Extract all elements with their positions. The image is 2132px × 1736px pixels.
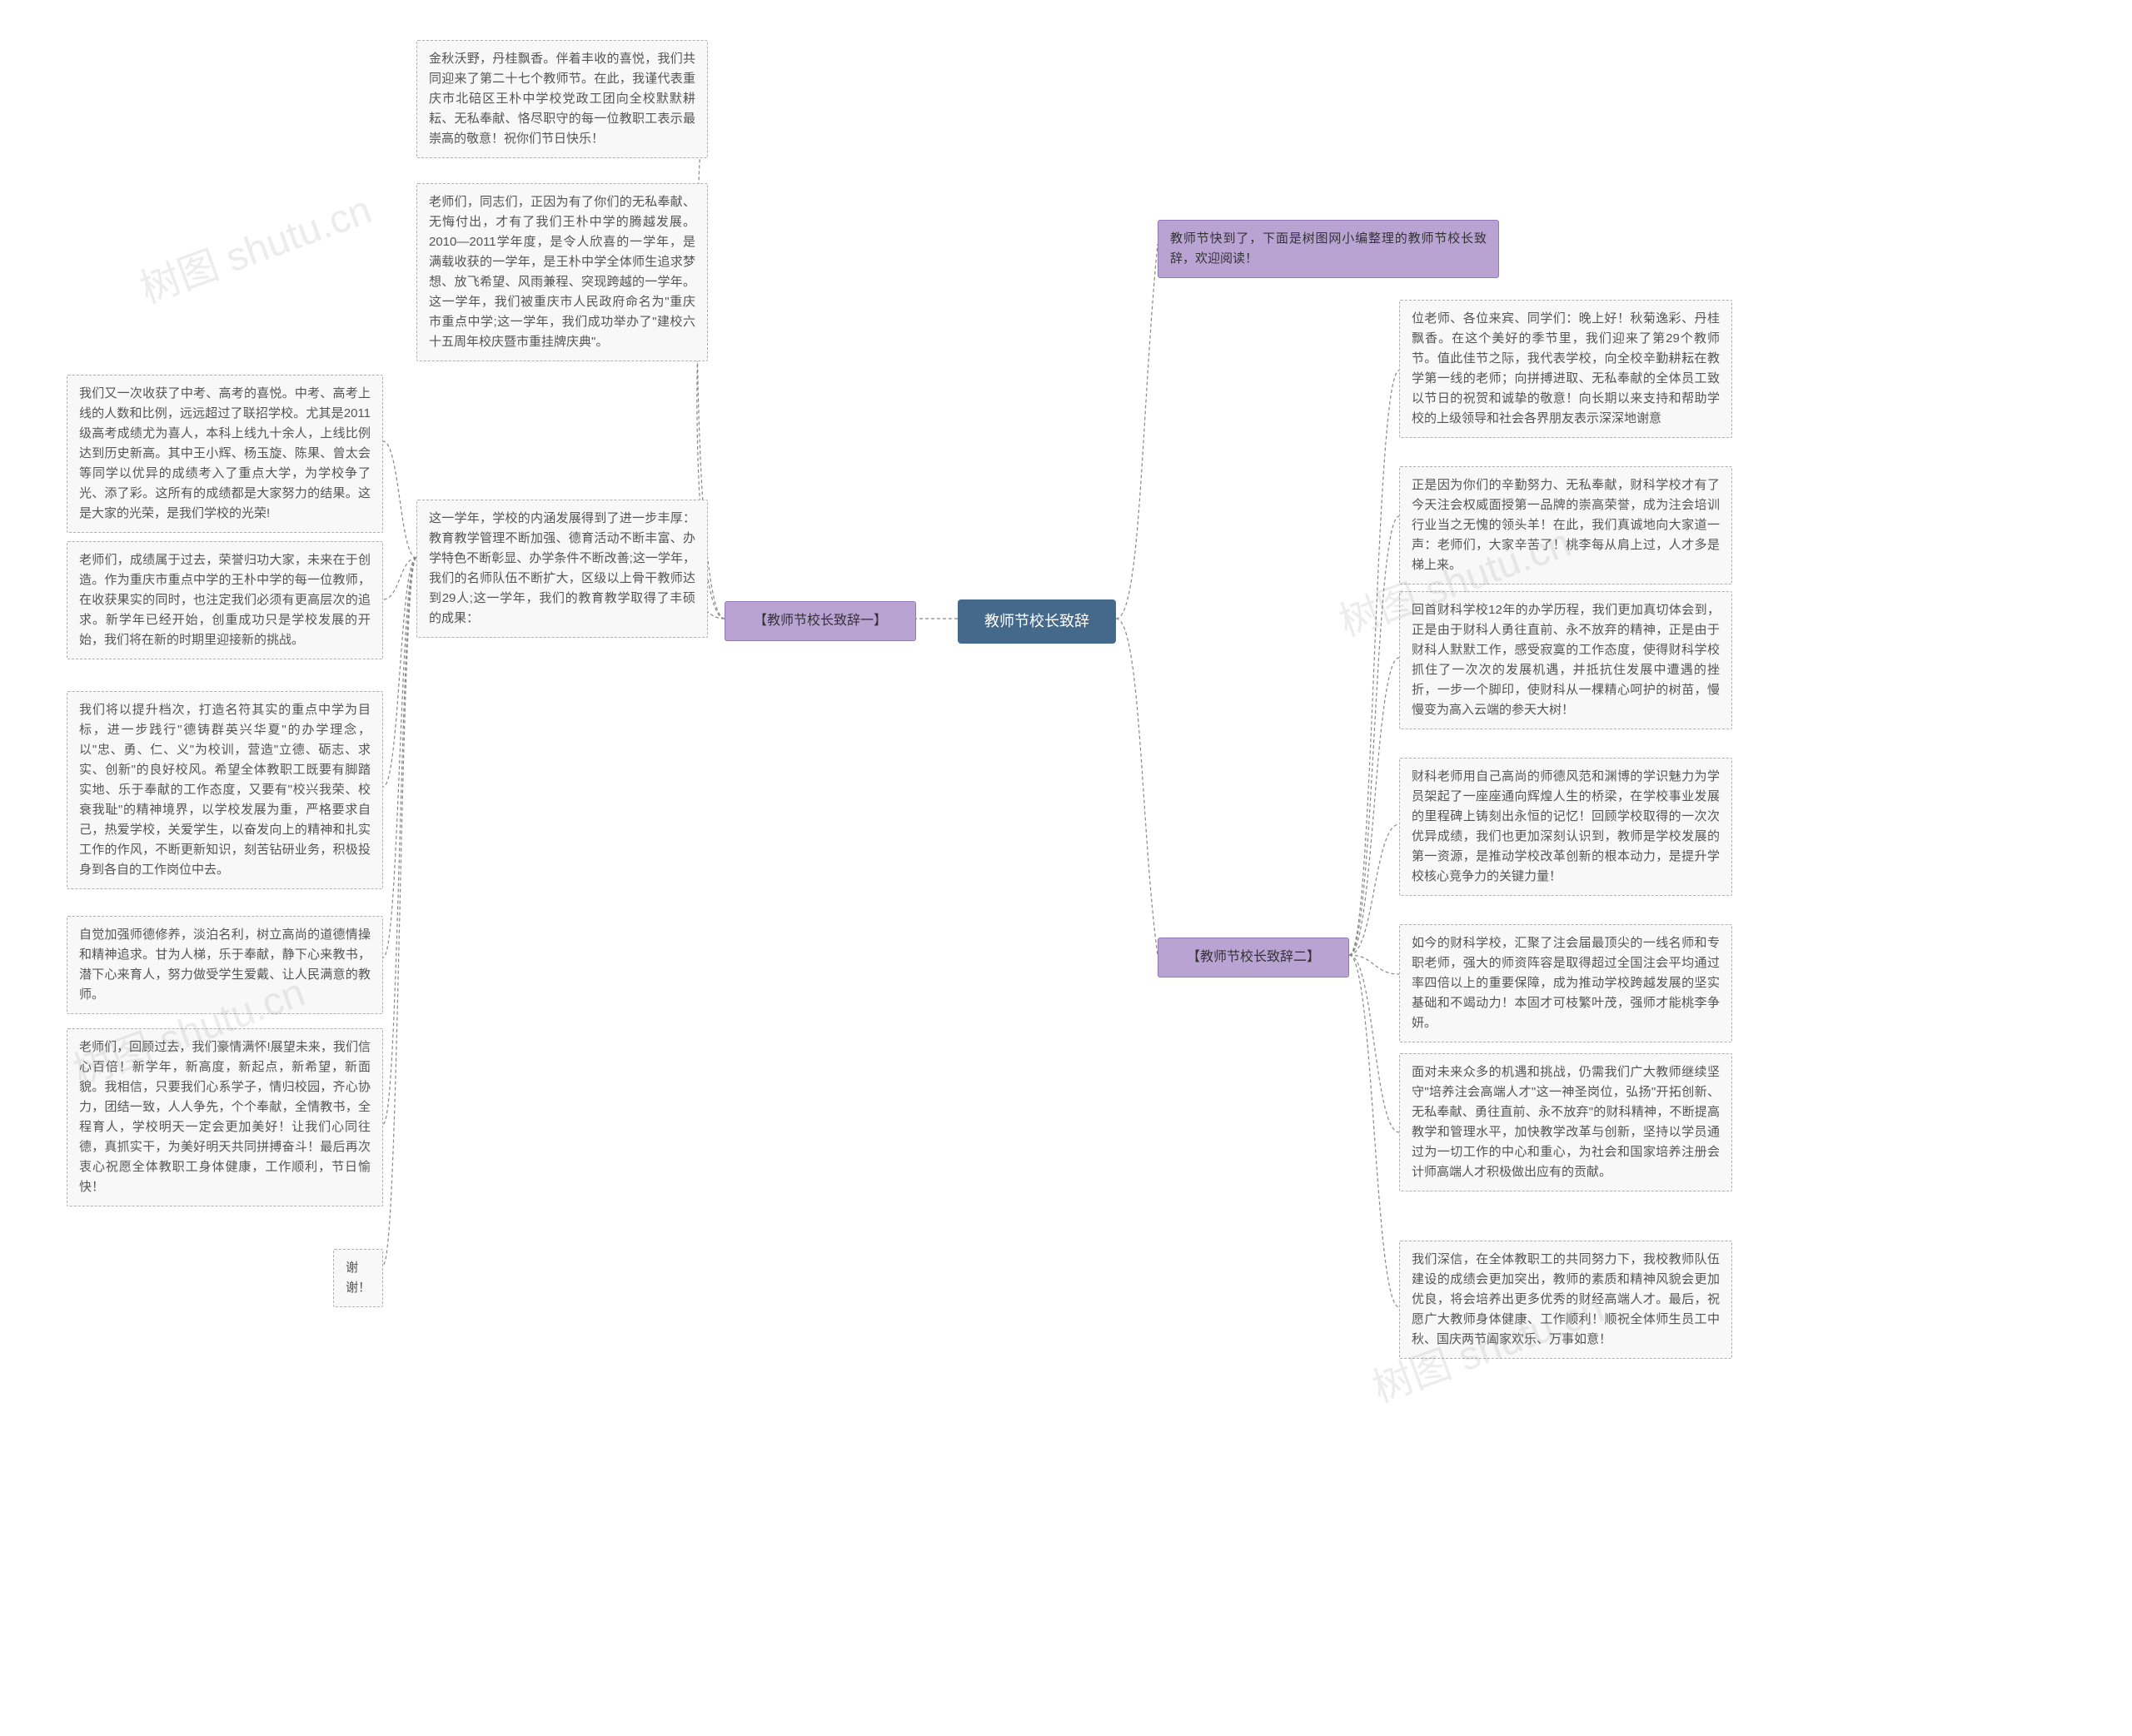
connector-12 [1349,371,1399,955]
connector-11 [383,558,416,1265]
right-node-2: 回首财科学校12年的办学历程，我们更加真切体会到，正是由于财科人勇往直前、永不放… [1399,591,1732,729]
right-node-0: 位老师、各位来宾、同学们：晚上好！秋菊逸彩、丹桂飘香。在这个美好的季节里，我们迎… [1399,300,1732,438]
connector-18 [1349,955,1399,1307]
right-node-6: 我们深信，在全体教职工的共同努力下，我校教师队伍建设的成绩会更加突出，教师的素质… [1399,1241,1732,1359]
left-sub-node-0: 我们又一次收获了中考、高考的喜悦。中考、高考上线的人数和比例，远远超过了联招学校… [67,375,383,533]
right-node-5: 面对未来众多的机遇和挑战，仍需我们广大教师继续坚守"培养注会高端人才"这一神圣岗… [1399,1053,1732,1191]
watermark-0: 树图 shutu.cn [131,177,378,314]
left-node-0: 金秋沃野，丹桂飘香。伴着丰收的喜悦，我们共同迎来了第二十七个教师节。在此，我谨代… [416,40,708,158]
branch-left[interactable]: 【教师节校长致辞一】 [725,601,916,641]
connector-9 [383,558,416,958]
connector-13 [1349,516,1399,955]
left-sub-node-1: 老师们，成绩属于过去，荣誉归功大家，未来在于创造。作为重庆市重点中学的王朴中学的… [67,541,383,659]
right-node-3: 财科老师用自己高尚的师德风范和渊博的学识魅力为学员架起了一座座通向辉煌人生的桥梁… [1399,758,1732,896]
left-sub-node-4: 老师们，回顾过去，我们豪情满怀!展望未来，我们信心百倍！新学年，新高度，新起点，… [67,1028,383,1206]
connector-17 [1349,955,1399,1132]
left-node-2: 这一学年，学校的内涵发展得到了进一步丰厚：教育教学管理不断加强、德育活动不断丰富… [416,500,708,638]
connector-8 [383,558,416,787]
left-sub-node-5: 谢谢！ [333,1249,383,1307]
connector-15 [1349,824,1399,955]
connector-16 [1349,955,1399,974]
connector-7 [383,558,416,599]
right-node-4: 如今的财科学校，汇聚了注会届最顶尖的一线名师和专职老师，强大的师资阵容是取得超过… [1399,924,1732,1042]
connector-14 [1349,658,1399,955]
connector-2 [1116,619,1158,955]
root-node[interactable]: 教师节校长致辞 [958,599,1116,644]
connector-1 [1116,244,1158,619]
connector-10 [383,558,416,1124]
right-node-1: 正是因为你们的辛勤努力、无私奉献，财科学校才有了今天注会权威面授第一品牌的崇高荣… [1399,466,1732,584]
left-node-1: 老师们，同志们，正因为有了你们的无私奉献、无悔付出，才有了我们王朴中学的腾越发展… [416,183,708,361]
connector-6 [383,441,416,558]
left-sub-node-3: 自觉加强师德修养，淡泊名利，树立高尚的道德情操和精神追求。甘为人梯，乐于奉献，静… [67,916,383,1014]
branch-right[interactable]: 【教师节校长致辞二】 [1158,938,1349,977]
left-sub-node-2: 我们将以提升档次，打造名符其实的重点中学为目标，进一步践行"德铸群英兴华夏"的办… [67,691,383,889]
intro-box: 教师节快到了，下面是树图网小编整理的教师节校长致辞，欢迎阅读！ [1158,220,1499,278]
